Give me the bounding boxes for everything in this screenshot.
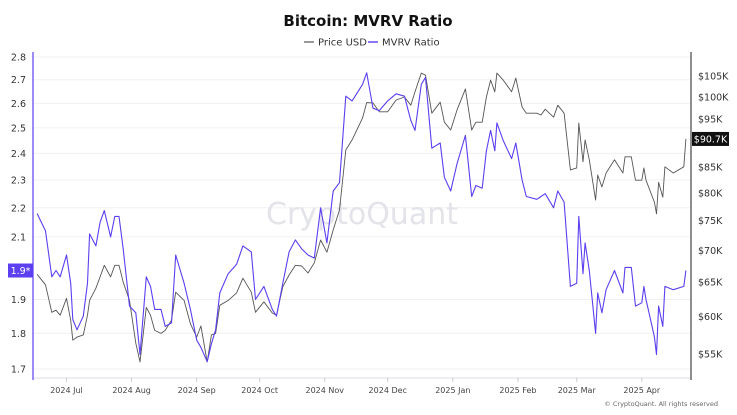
x-tick-label: 2025 Apr [623, 386, 660, 395]
y-left-tick-label: 2.6 [11, 99, 26, 110]
x-tick-label: 2024 Jul [50, 386, 83, 395]
x-tick-label: 2025 Feb [499, 386, 536, 395]
y-right-tick-label: $105K [698, 72, 729, 83]
x-tick-label: 2024 Oct [241, 386, 278, 395]
y-left-tick-label: 1.9 [11, 295, 26, 306]
y-left-tick-label: 1.7 [11, 365, 26, 376]
x-tick-label: 2024 Aug [112, 386, 151, 395]
copyright: © CryptoQuant. All rights reserved [604, 400, 718, 408]
y-right-tick-label: $100K [698, 92, 729, 103]
legend-mvrv-label[interactable]: MVRV Ratio [382, 38, 440, 49]
y-left-tick-label: 2.3 [11, 175, 26, 186]
y-axis-left: 1.7 1.8 1.9 2.1 2.2 2.3 2.4 2.5 2.6 2.7 2.8 [11, 52, 34, 380]
legend: Price USD MVRV Ratio [304, 38, 440, 49]
price-current-badge [692, 131, 729, 146]
chart-title: Bitcoin: MVRV Ratio [283, 12, 452, 30]
y-right-tick-label: $55K [698, 350, 723, 361]
y-left-tick-label: 2.1 [11, 232, 26, 243]
y-right-tick-label: $85K [698, 162, 723, 173]
mvrv-ratio-line [36, 72, 687, 363]
legend-price-label[interactable]: Price USD [318, 38, 367, 49]
mvrv-current-badge [8, 263, 33, 278]
y-right-tick-label: $80K [698, 188, 723, 199]
series-lines [36, 72, 687, 363]
x-tick-label: 2025 Jan [435, 386, 470, 395]
y-left-tick-label: 2.8 [11, 53, 26, 64]
y-right-tick-label: $65K [698, 278, 723, 289]
y-right-tick-label: $75K [698, 216, 723, 227]
x-tick-label: 2025 Mar [558, 386, 597, 395]
y-left-tick-label: 2.2 [11, 203, 26, 214]
x-tick-label: 2024 Sep [178, 386, 216, 395]
price-usd-line [36, 72, 687, 363]
y-left-tick-label: 1.8 [11, 329, 26, 340]
x-tick-label: 2024 Nov [305, 386, 344, 395]
current-value-badges: 1.9* $90.7K [8, 131, 729, 278]
x-axis: 2024 Jul 2024 Aug 2024 Sep 2024 Oct 2024 Nov… [33, 377, 691, 395]
price-current-value: $90.7K [694, 134, 728, 145]
y-axis-right: $55K $60K $65K $70K $75K $80K $85K $95K $100K $10… [690, 52, 729, 380]
mvrv-current-value: 1.9* [11, 266, 31, 277]
watermark: CryptoQuant [266, 197, 458, 232]
y-left-tick-label: 2.4 [11, 149, 26, 160]
y-left-tick-label: 2.7 [11, 75, 26, 86]
x-tick-label: 2024 Dec [369, 386, 407, 395]
y-left-tick-label: 2.5 [11, 123, 26, 134]
gridlines [33, 56, 691, 370]
y-right-tick-label: $95K [698, 115, 723, 126]
y-right-tick-label: $60K [698, 312, 723, 323]
y-right-tick-label: $70K [698, 246, 723, 257]
